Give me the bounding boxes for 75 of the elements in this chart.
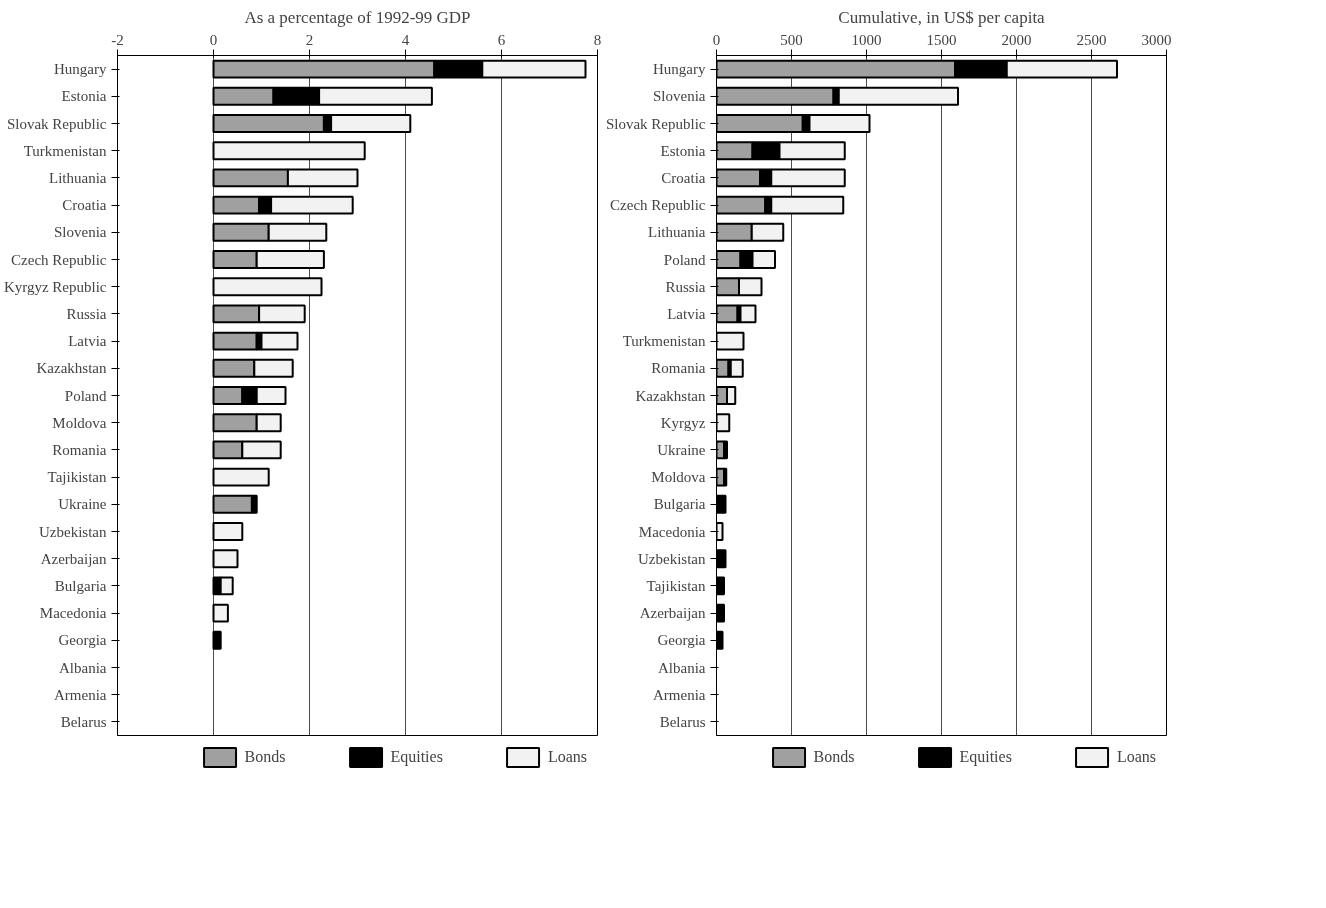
text: Bonds: [813, 748, 855, 766]
x-tick-label: -2: [111, 31, 124, 48]
y-tick-label: Georgia: [657, 632, 706, 649]
y-tick-label: Kazakhstan: [36, 360, 107, 377]
bar: [260, 331, 299, 351]
y-tick-label: Croatia: [661, 169, 706, 186]
y-tick-label: Estonia: [61, 88, 107, 105]
y-tick-label: Romania: [52, 441, 107, 458]
y-tick-label: Armenia: [653, 686, 706, 703]
y-tick-label: Albania: [658, 659, 706, 676]
bar: [729, 358, 744, 378]
x-tick-label: 2500: [1076, 31, 1107, 48]
legend-label: Equities: [390, 748, 443, 766]
x-tick-label: 0: [712, 31, 721, 48]
y-tick-label: Slovenia: [54, 224, 107, 241]
y-tick-label: Latvia: [68, 333, 107, 350]
y-tick-label: Bulgaria: [54, 577, 107, 594]
x-tick-label: 2: [305, 31, 314, 48]
y-tick-label: Slovak Republic: [605, 115, 706, 132]
y-tick-label: Czech Republic: [11, 251, 107, 268]
bar: [739, 304, 757, 324]
x-tick-label: 500: [780, 31, 803, 48]
x-tick-label: 1500: [926, 31, 957, 48]
y-tick-label: Azerbaijan: [639, 605, 706, 622]
y-tick-label: Slovak Republic: [6, 115, 107, 132]
y-tick-label: Hungary: [653, 61, 706, 78]
y-tick-label: Hungary: [54, 61, 107, 78]
y-tick-label: Moldova: [52, 414, 107, 431]
y-tick-label: Lithuania: [49, 169, 107, 186]
chart-title: As a percentage of 1992-99 GDP: [244, 7, 471, 27]
y-tick-label: Slovenia: [653, 88, 706, 105]
x-tick-label: 6: [497, 31, 506, 48]
y-tick-label: Ukraine: [58, 496, 107, 513]
bar: [837, 86, 959, 106]
y-tick-label: Bulgaria: [653, 496, 706, 513]
y-tick-label: Poland: [64, 387, 107, 404]
y-tick-label: Uzbekistan: [39, 523, 107, 540]
y-tick-label: Belarus: [659, 713, 706, 730]
x-tick-label: 1000: [851, 31, 882, 48]
y-tick-label: Kazakhstan: [635, 387, 706, 404]
y-tick-label: Tajikistan: [646, 577, 706, 594]
y-tick-label: Belarus: [60, 713, 107, 730]
chart-title: Cumulative, in US$ per capita: [838, 7, 1046, 27]
legend-label: Loans: [547, 748, 587, 766]
y-tick-label: Latvia: [667, 305, 706, 322]
y-tick-label: Turkmenistan: [622, 333, 706, 350]
y-tick-label: Czech Republic: [610, 197, 706, 214]
y-tick-label: Kyrgyz: [660, 414, 706, 431]
y-tick-label: Estonia: [660, 142, 706, 159]
y-tick-label: Romania: [651, 360, 706, 377]
y-tick-label: Macedonia: [638, 523, 706, 540]
y-tick-label: Ukraine: [657, 441, 706, 458]
y-tick-label: Lithuania: [648, 224, 706, 241]
y-tick-label: Kyrgyz Republic: [3, 278, 107, 295]
y-tick-label: Albania: [59, 659, 107, 676]
y-tick-label: Azerbaijan: [40, 550, 107, 567]
legend-label: Loans: [1116, 748, 1156, 766]
legend-label: Equities: [959, 748, 1012, 766]
y-tick-label: Russia: [665, 278, 706, 295]
x-tick-label: 0: [209, 31, 218, 48]
legend-label: Bonds: [244, 748, 286, 766]
y-tick-label: Georgia: [58, 632, 107, 649]
y-tick-label: Poland: [663, 251, 706, 268]
x-tick-label: 3000: [1141, 31, 1172, 48]
y-tick-label: Turkmenistan: [23, 142, 107, 159]
y-tick-label: Armenia: [54, 686, 107, 703]
x-tick-label: 2000: [1001, 31, 1032, 48]
y-tick-label: Moldova: [651, 469, 706, 486]
x-tick-label: 4: [401, 31, 410, 48]
y-tick-label: Russia: [66, 305, 107, 322]
y-tick-label: Uzbekistan: [638, 550, 706, 567]
y-tick-label: Tajikistan: [47, 469, 107, 486]
x-tick-label: 8: [593, 31, 602, 48]
y-tick-label: Macedonia: [39, 605, 107, 622]
y-tick-label: Croatia: [62, 197, 107, 214]
